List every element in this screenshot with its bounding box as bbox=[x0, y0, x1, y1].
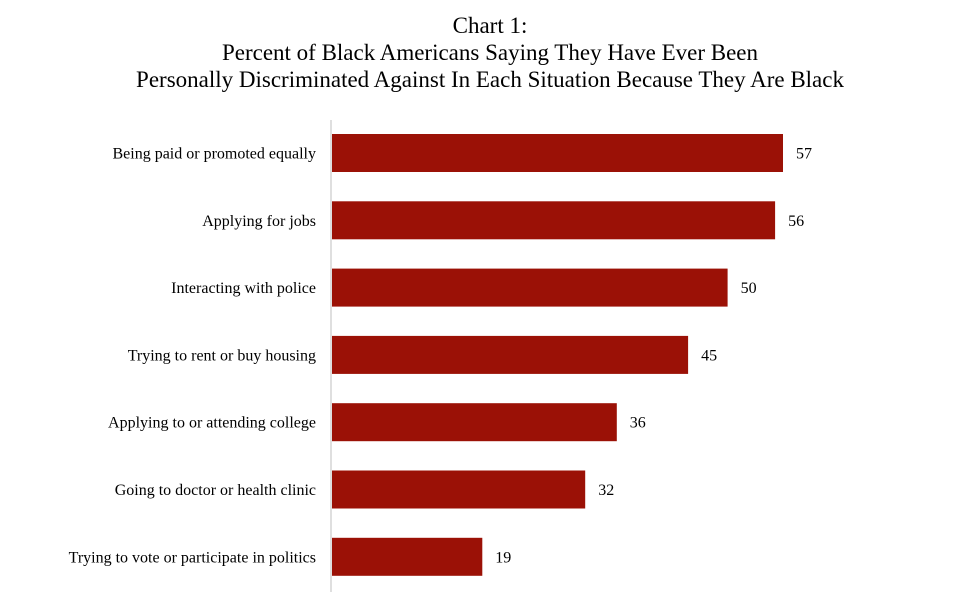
category-label: Trying to vote or participate in politic… bbox=[69, 549, 316, 566]
category-label: Applying to or attending college bbox=[108, 415, 316, 432]
chart-title-line-2: Percent of Black Americans Saying They H… bbox=[221, 40, 759, 65]
bar bbox=[332, 470, 586, 509]
category-label: Being paid or promoted equally bbox=[112, 146, 316, 163]
category-label: Applying for jobs bbox=[202, 213, 316, 230]
bar bbox=[332, 403, 617, 442]
bars-group: Being paid or promoted equally 57 Applying… bbox=[69, 134, 812, 576]
bar bbox=[332, 537, 483, 576]
bar bbox=[332, 335, 689, 374]
bar bbox=[332, 134, 783, 172]
chart-title-line-1: Chart 1: bbox=[452, 13, 528, 38]
value-label: 57 bbox=[796, 146, 812, 163]
chart-title-line-3: Personally Discriminated Against In Each… bbox=[136, 67, 844, 92]
category-label: Going to doctor or health clinic bbox=[115, 482, 316, 499]
value-label: 36 bbox=[630, 415, 646, 432]
value-label: 19 bbox=[495, 549, 511, 566]
category-label: Interacting with police bbox=[171, 280, 316, 297]
bar bbox=[332, 201, 776, 240]
value-label: 45 bbox=[701, 347, 717, 364]
value-label: 50 bbox=[741, 280, 757, 297]
bar bbox=[332, 268, 728, 307]
category-label: Trying to rent or buy housing bbox=[128, 347, 316, 364]
chart-title: Chart 1: Percent of Black Americans Sayi… bbox=[0, 12, 980, 93]
value-label: 32 bbox=[598, 482, 614, 499]
value-label: 56 bbox=[788, 213, 804, 230]
